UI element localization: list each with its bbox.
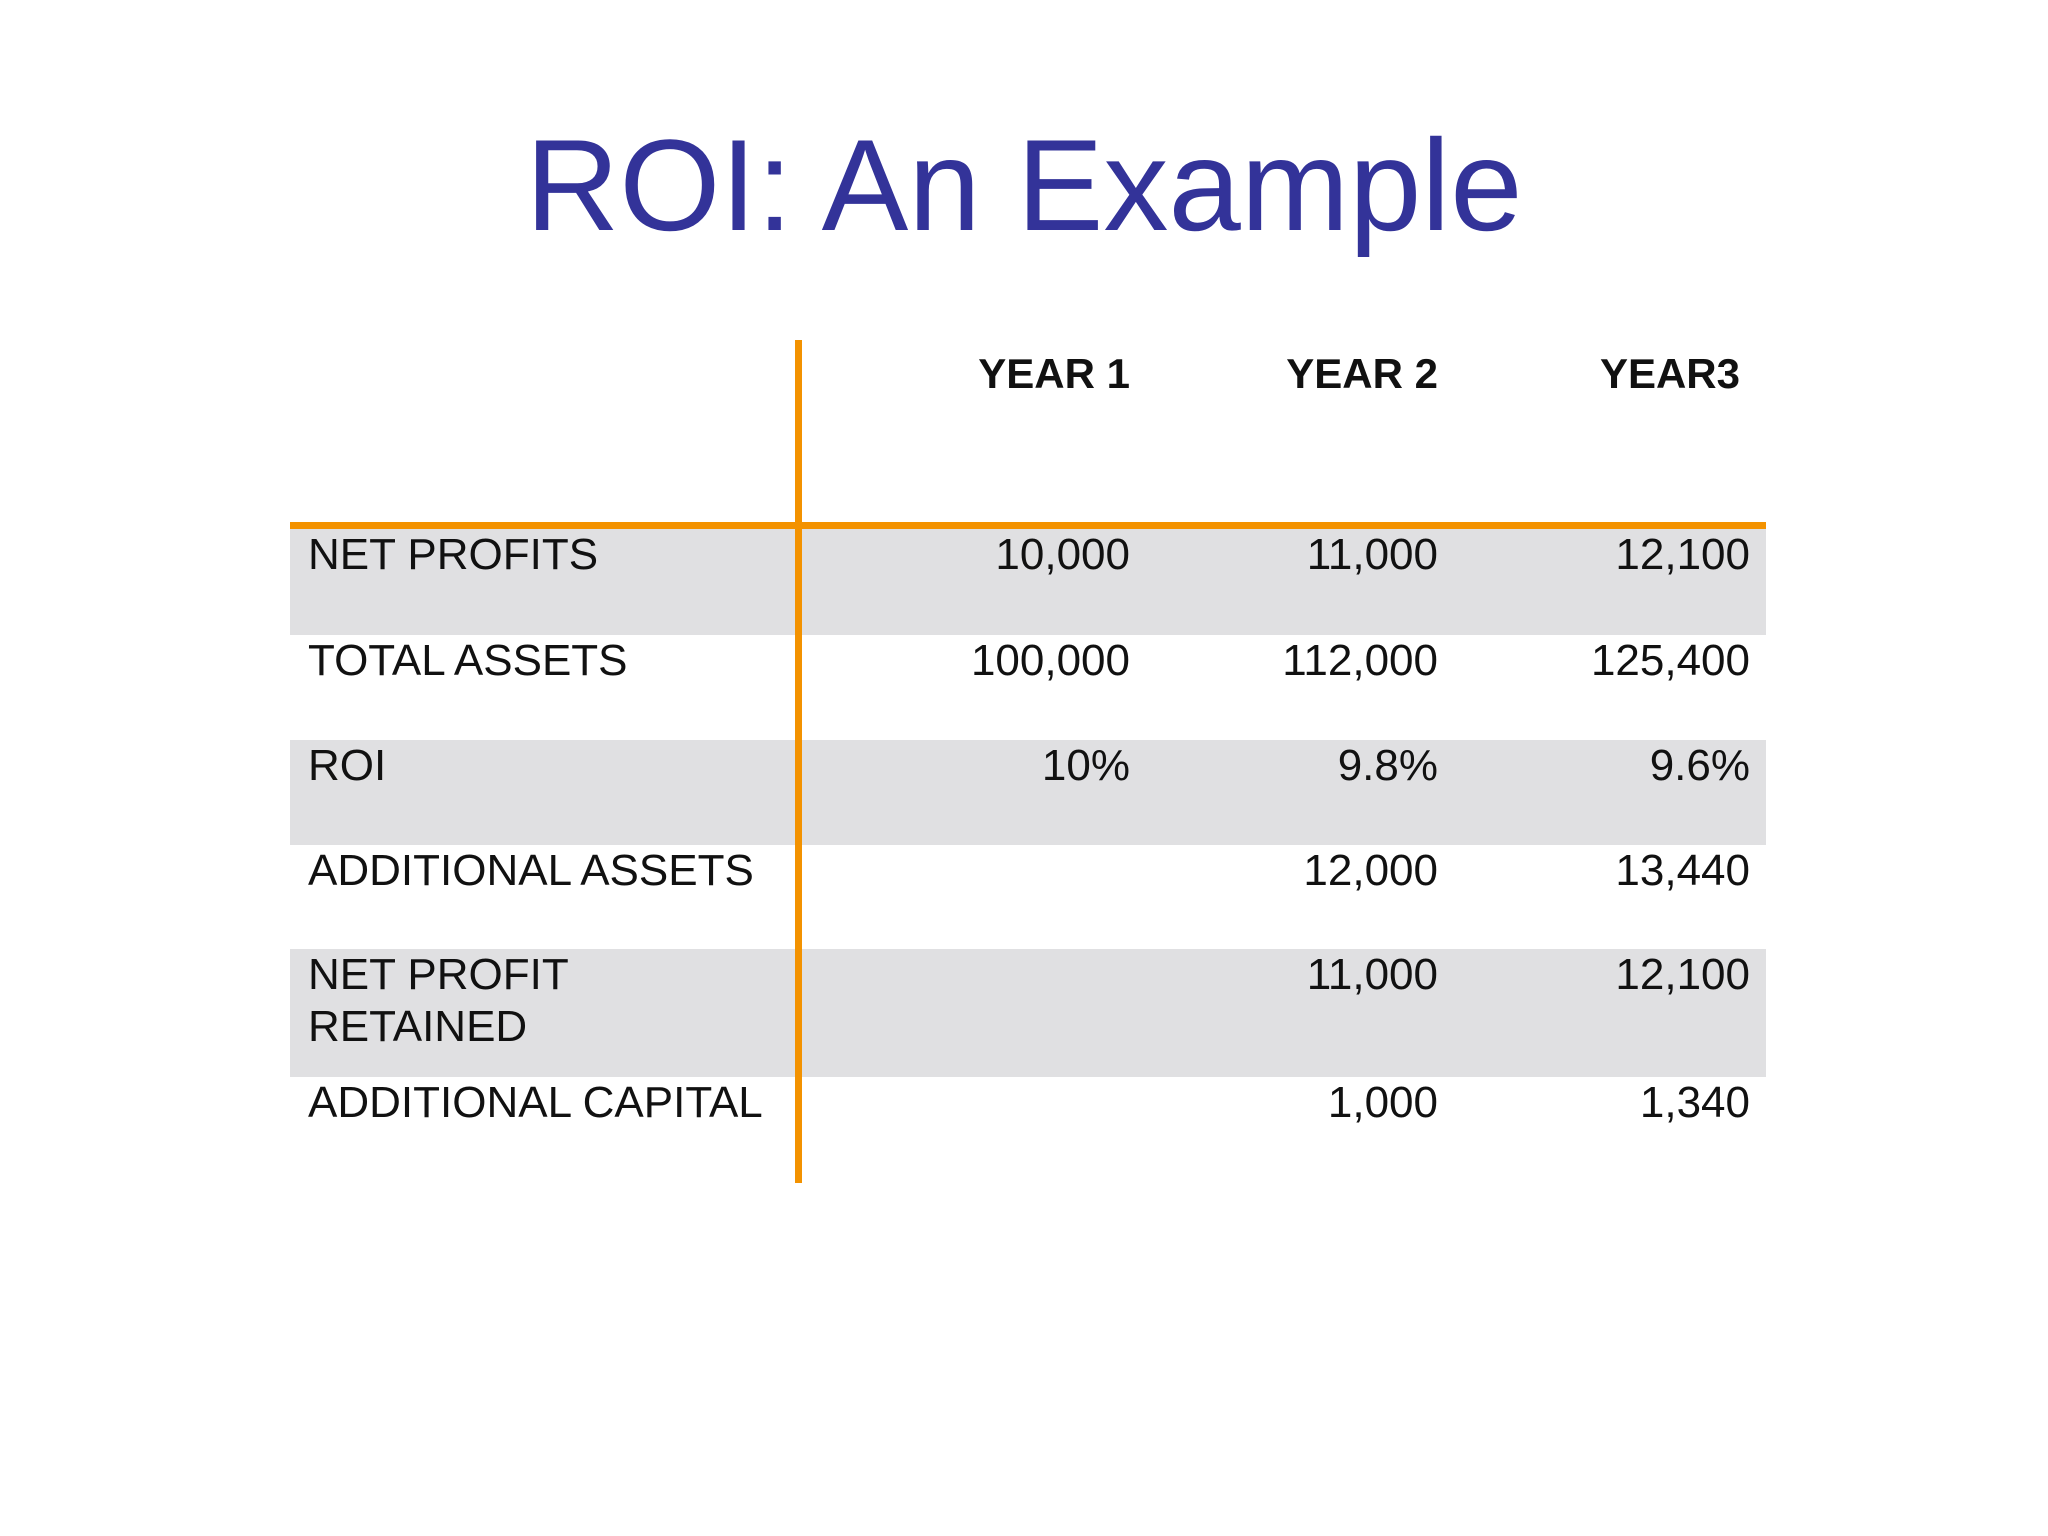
table-row: ROI 10% 9.8% 9.6% <box>290 740 1766 845</box>
column-header-year1: YEAR 1 <box>978 350 1130 397</box>
column-header-year2: YEAR 2 <box>1286 350 1438 397</box>
cell-year2: 1,000 <box>1327 1078 1438 1127</box>
row-label: ADDITIONAL ASSETS <box>308 846 754 895</box>
column-header-year3: YEAR3 <box>1599 350 1740 397</box>
cell-year1: 100,000 <box>970 636 1130 685</box>
cell-year1: 10,000 <box>995 530 1130 579</box>
cell-year3: 9.6% <box>1649 741 1750 790</box>
table-row: NET PROFITS 10,000 11,000 12,100 <box>290 529 1766 635</box>
cell-year3: 1,340 <box>1639 1078 1750 1127</box>
row-label: ROI <box>308 741 387 790</box>
cell-year2: 11,000 <box>1306 530 1438 579</box>
cell-year2: 12,000 <box>1303 846 1438 895</box>
table-row: TOTAL ASSETS 100,000 112,000 125,400 <box>290 635 1766 740</box>
label-divider-line <box>795 340 802 1183</box>
row-label: ADDITIONAL CAPITAL <box>308 1078 763 1127</box>
header-divider-line <box>290 522 1766 529</box>
table-row: ADDITIONAL CAPITAL 1,000 1,340 <box>290 1077 1766 1183</box>
row-label: NET PROFIT RETAINED <box>308 950 568 1051</box>
table-row: NET PROFIT RETAINED 11,000 12,100 <box>290 949 1766 1077</box>
cell-year1: 10% <box>1041 741 1130 790</box>
cell-year3: 13,440 <box>1615 846 1750 895</box>
cell-year2: 112,000 <box>1282 636 1438 685</box>
cell-year2: 11,000 <box>1306 950 1438 999</box>
row-label: TOTAL ASSETS <box>308 636 628 685</box>
cell-year3: 12,100 <box>1615 950 1750 999</box>
cell-year2: 9.8% <box>1337 741 1438 790</box>
cell-year3: 12,100 <box>1615 530 1750 579</box>
table-row: ADDITIONAL ASSETS 12,000 13,440 <box>290 845 1766 949</box>
slide-title: ROI: An Example <box>525 112 1523 258</box>
row-label: NET PROFITS <box>308 530 599 579</box>
cell-year3: 125,400 <box>1590 636 1750 685</box>
table-header-row: YEAR 1 YEAR 2 YEAR3 <box>290 340 1766 522</box>
